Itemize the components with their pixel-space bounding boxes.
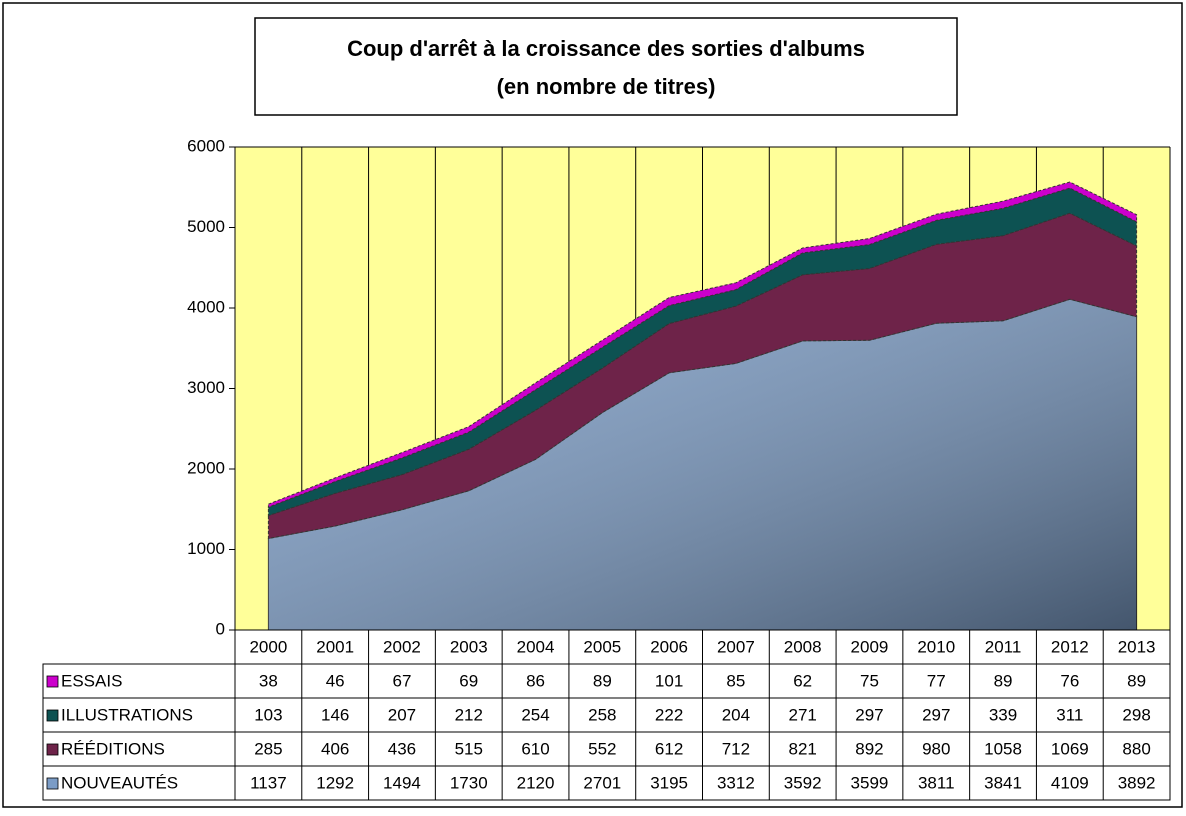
table-value: 76 [1060, 671, 1079, 690]
table-value: 3841 [984, 773, 1022, 792]
table-value: 222 [655, 705, 683, 724]
table-value: 1292 [316, 773, 354, 792]
legend-label: NOUVEAUTÉS [61, 773, 178, 792]
table-value: 207 [388, 705, 416, 724]
table-value: 3592 [784, 773, 822, 792]
table-value: 3312 [717, 773, 755, 792]
table-value: 146 [321, 705, 349, 724]
table-value: 86 [526, 671, 545, 690]
y-tick-label: 5000 [187, 217, 225, 236]
y-tick-label: 3000 [187, 378, 225, 397]
table-value: 4109 [1051, 773, 1089, 792]
table-value: 1058 [984, 739, 1022, 758]
x-tick-label: 2007 [717, 637, 755, 656]
table-value: 821 [788, 739, 816, 758]
area [267, 181, 1138, 508]
table-value: 297 [922, 705, 950, 724]
y-tick-label: 2000 [187, 458, 225, 477]
x-tick-label: 2003 [450, 637, 488, 656]
table-value: 1494 [383, 773, 421, 792]
x-tick-label: 2008 [784, 637, 822, 656]
table-value: 258 [588, 705, 616, 724]
table-value: 77 [927, 671, 946, 690]
table-value: 103 [254, 705, 282, 724]
legend-label: ESSAIS [61, 671, 122, 690]
legend-label: RÉÉDITIONS [61, 739, 165, 758]
table-value: 3892 [1118, 773, 1156, 792]
table-value: 612 [655, 739, 683, 758]
table-value: 38 [259, 671, 278, 690]
table-value: 62 [793, 671, 812, 690]
table-value: 339 [989, 705, 1017, 724]
y-tick-label: 1000 [187, 539, 225, 558]
table-value: 101 [655, 671, 683, 690]
table-value: 46 [326, 671, 345, 690]
table-value: 69 [459, 671, 478, 690]
table-value: 204 [722, 705, 750, 724]
x-tick-label: 2006 [650, 637, 688, 656]
table-value: 297 [855, 705, 883, 724]
table-value: 254 [521, 705, 549, 724]
table-value: 436 [388, 739, 416, 758]
table-value: 89 [1127, 671, 1146, 690]
table-value: 311 [1056, 705, 1083, 724]
table-value: 285 [254, 739, 282, 758]
table-value: 610 [521, 739, 549, 758]
table-value: 212 [455, 705, 483, 724]
area-shade [268, 299, 1137, 630]
table-value: 1137 [250, 773, 287, 792]
table-value: 298 [1122, 705, 1150, 724]
legend-label: ILLUSTRATIONS [61, 705, 193, 724]
table-value: 1069 [1051, 739, 1089, 758]
x-tick-label: 2002 [383, 637, 421, 656]
table-value: 880 [1122, 739, 1150, 758]
table-value: 67 [393, 671, 412, 690]
table-value: 406 [321, 739, 349, 758]
x-tick-label: 2011 [985, 637, 1022, 656]
table-value: 2701 [583, 773, 621, 792]
x-tick-label: 2009 [851, 637, 889, 656]
y-tick-label: 4000 [187, 297, 225, 316]
x-tick-label: 2004 [517, 637, 555, 656]
legend-key [46, 709, 59, 722]
title-box [254, 17, 958, 116]
table-value: 271 [788, 705, 816, 724]
x-tick-label: 2013 [1118, 637, 1156, 656]
table-value: 75 [860, 671, 879, 690]
legend-key [46, 743, 59, 756]
table-value: 89 [593, 671, 612, 690]
table-value: 980 [922, 739, 950, 758]
table-value: 892 [855, 739, 883, 758]
table-value: 2120 [517, 773, 555, 792]
table-value: 552 [588, 739, 616, 758]
legend-key [46, 675, 59, 688]
table-value: 3599 [851, 773, 889, 792]
x-tick-label: 2000 [249, 637, 287, 656]
x-tick-label: 2012 [1051, 637, 1089, 656]
table-value: 3811 [918, 773, 955, 792]
y-tick-label: 6000 [187, 136, 225, 155]
chart-title: (en nombre de titres) [497, 74, 716, 99]
table-value: 515 [455, 739, 483, 758]
table-value: 85 [726, 671, 745, 690]
table-value: 89 [994, 671, 1013, 690]
legend-key [46, 777, 59, 790]
x-tick-label: 2001 [316, 637, 354, 656]
x-tick-label: 2005 [583, 637, 621, 656]
table-value: 712 [722, 739, 750, 758]
table-value: 3195 [650, 773, 688, 792]
x-tick-label: 2010 [917, 637, 955, 656]
table-value: 1730 [450, 773, 488, 792]
y-tick-label: 0 [216, 619, 225, 638]
chart-title: Coup d'arrêt à la croissance des sorties… [347, 36, 865, 61]
